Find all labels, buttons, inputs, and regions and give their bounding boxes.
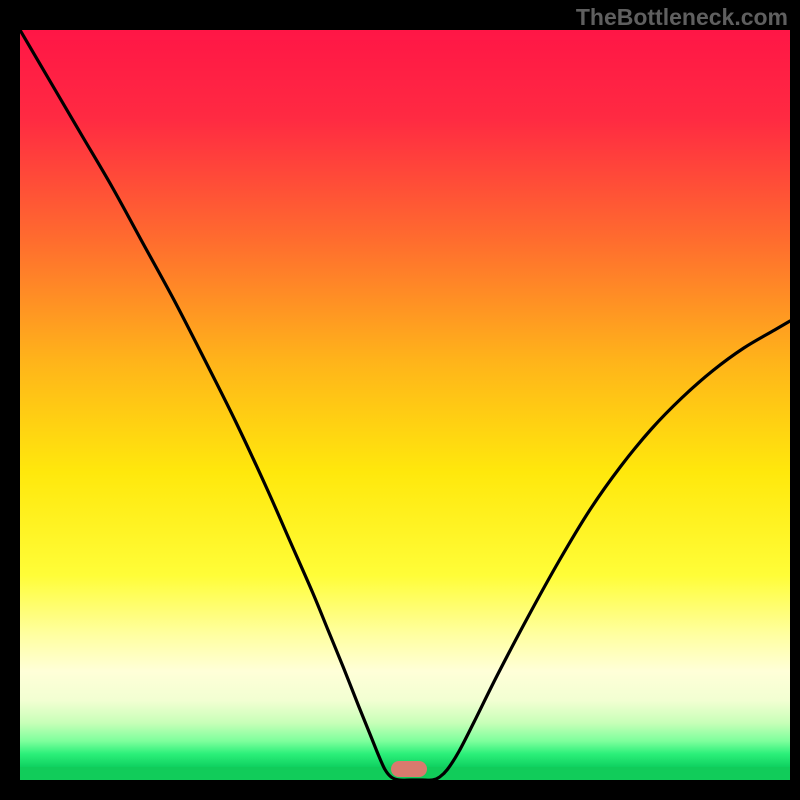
ideal-range-marker bbox=[391, 761, 427, 777]
watermark-label: TheBottleneck.com bbox=[576, 4, 788, 31]
bottleneck-chart: TheBottleneck.com bbox=[0, 0, 800, 800]
bottleneck-curve-path bbox=[20, 30, 790, 780]
plot-area bbox=[20, 30, 790, 780]
bottleneck-curve bbox=[20, 30, 790, 780]
